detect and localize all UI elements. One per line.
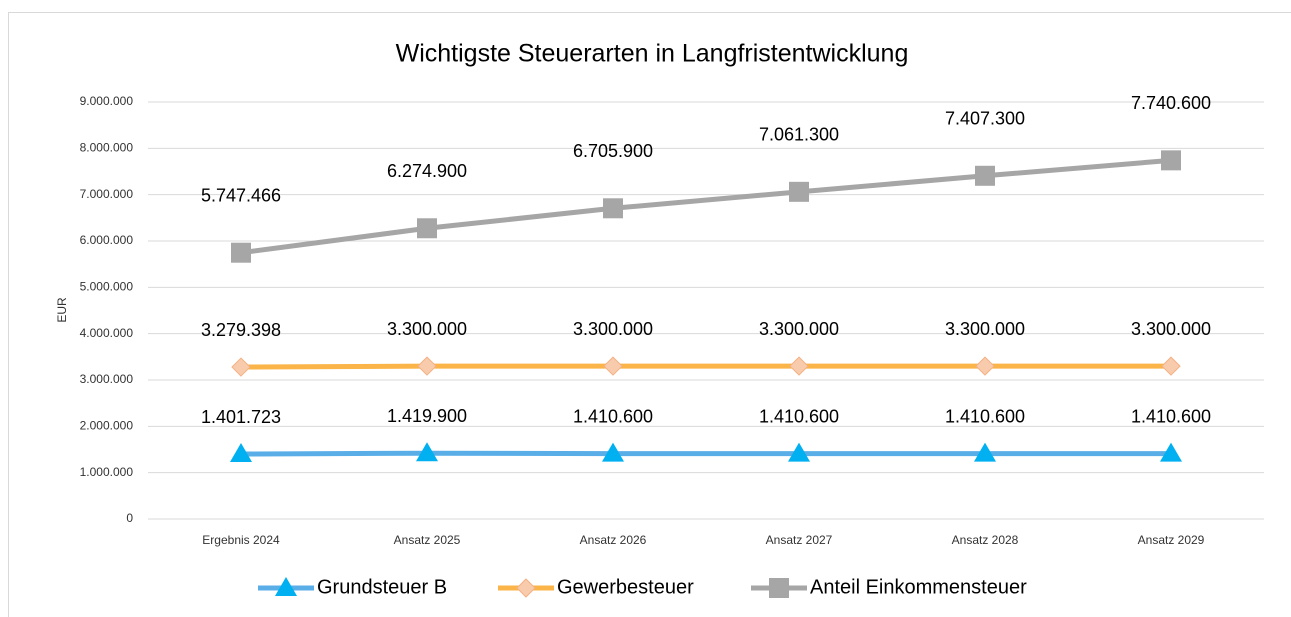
data-point (1161, 150, 1181, 171)
data-label: 3.279.398 (201, 320, 281, 340)
data-point (975, 165, 995, 186)
y-tick-label: 0 (126, 511, 133, 525)
x-tick-label: Ansatz 2026 (580, 533, 647, 547)
data-point (417, 356, 437, 376)
data-point (789, 356, 809, 376)
data-point (788, 442, 810, 462)
y-tick-label: 7.000.000 (80, 187, 134, 201)
chart-title: Wichtigste Steuerarten in Langfristentwi… (396, 40, 909, 68)
legend-marker (516, 578, 536, 598)
data-point (602, 442, 624, 462)
x-tick-label: Ansatz 2025 (394, 533, 461, 547)
x-tick-label: Ergebnis 2024 (202, 533, 280, 547)
y-tick-label: 6.000.000 (80, 233, 134, 247)
y-tick-label: 2.000.000 (80, 419, 134, 433)
data-label: 6.705.900 (573, 141, 653, 161)
series-line (240, 450, 1171, 457)
data-label: 7.407.300 (945, 109, 1025, 129)
data-label: 1.401.723 (201, 407, 281, 427)
data-label: 3.300.000 (573, 319, 653, 339)
data-point (416, 442, 438, 462)
data-label: 1.410.600 (1131, 406, 1211, 426)
data-label: 1.410.600 (759, 406, 839, 426)
data-label: 1.419.900 (387, 406, 467, 426)
data-label: 1.410.600 (945, 406, 1025, 426)
data-label: 3.300.000 (1131, 319, 1211, 339)
data-point (603, 356, 623, 376)
y-tick-label: 9.000.000 (80, 94, 134, 108)
x-tick-label: Ansatz 2029 (1138, 533, 1205, 547)
y-tick-label: 8.000.000 (80, 141, 134, 155)
data-point (1161, 356, 1181, 376)
y-tick-label: 5.000.000 (80, 280, 134, 294)
x-tick-label: Ansatz 2028 (952, 533, 1019, 547)
data-label: 1.410.600 (573, 406, 653, 426)
legend-marker (275, 577, 297, 596)
legend-label: Gewerbesteuer (557, 576, 694, 598)
data-label: 7.061.300 (759, 125, 839, 145)
data-label: 7.740.600 (1131, 93, 1211, 113)
series-line (240, 363, 1171, 370)
data-point (603, 198, 623, 219)
data-point (231, 242, 251, 263)
chart-border (8, 12, 1291, 617)
data-point (231, 357, 251, 377)
data-point (230, 443, 252, 463)
series-line (240, 157, 1172, 256)
data-label: 6.274.900 (387, 161, 467, 181)
y-axis-label: EUR (55, 297, 69, 323)
data-point (974, 442, 996, 462)
y-tick-label: 4.000.000 (80, 326, 134, 340)
data-point (789, 181, 809, 202)
legend-label: Anteil Einkommensteuer (810, 576, 1027, 598)
data-label: 3.300.000 (387, 319, 467, 339)
data-point (1160, 442, 1182, 462)
x-tick-label: Ansatz 2027 (766, 533, 833, 547)
data-point (417, 218, 437, 239)
y-tick-label: 3.000.000 (80, 372, 134, 386)
legend-label: Grundsteuer B (317, 576, 447, 598)
data-label: 3.300.000 (759, 319, 839, 339)
data-label: 5.747.466 (201, 185, 281, 205)
data-label: 3.300.000 (945, 319, 1025, 339)
data-point (975, 356, 995, 376)
y-tick-label: 1.000.000 (80, 465, 134, 479)
legend-marker (769, 578, 789, 598)
